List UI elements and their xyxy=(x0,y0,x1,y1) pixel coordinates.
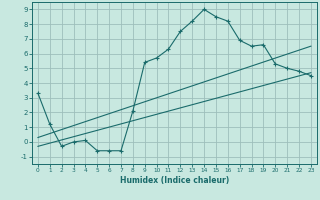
X-axis label: Humidex (Indice chaleur): Humidex (Indice chaleur) xyxy=(120,176,229,185)
